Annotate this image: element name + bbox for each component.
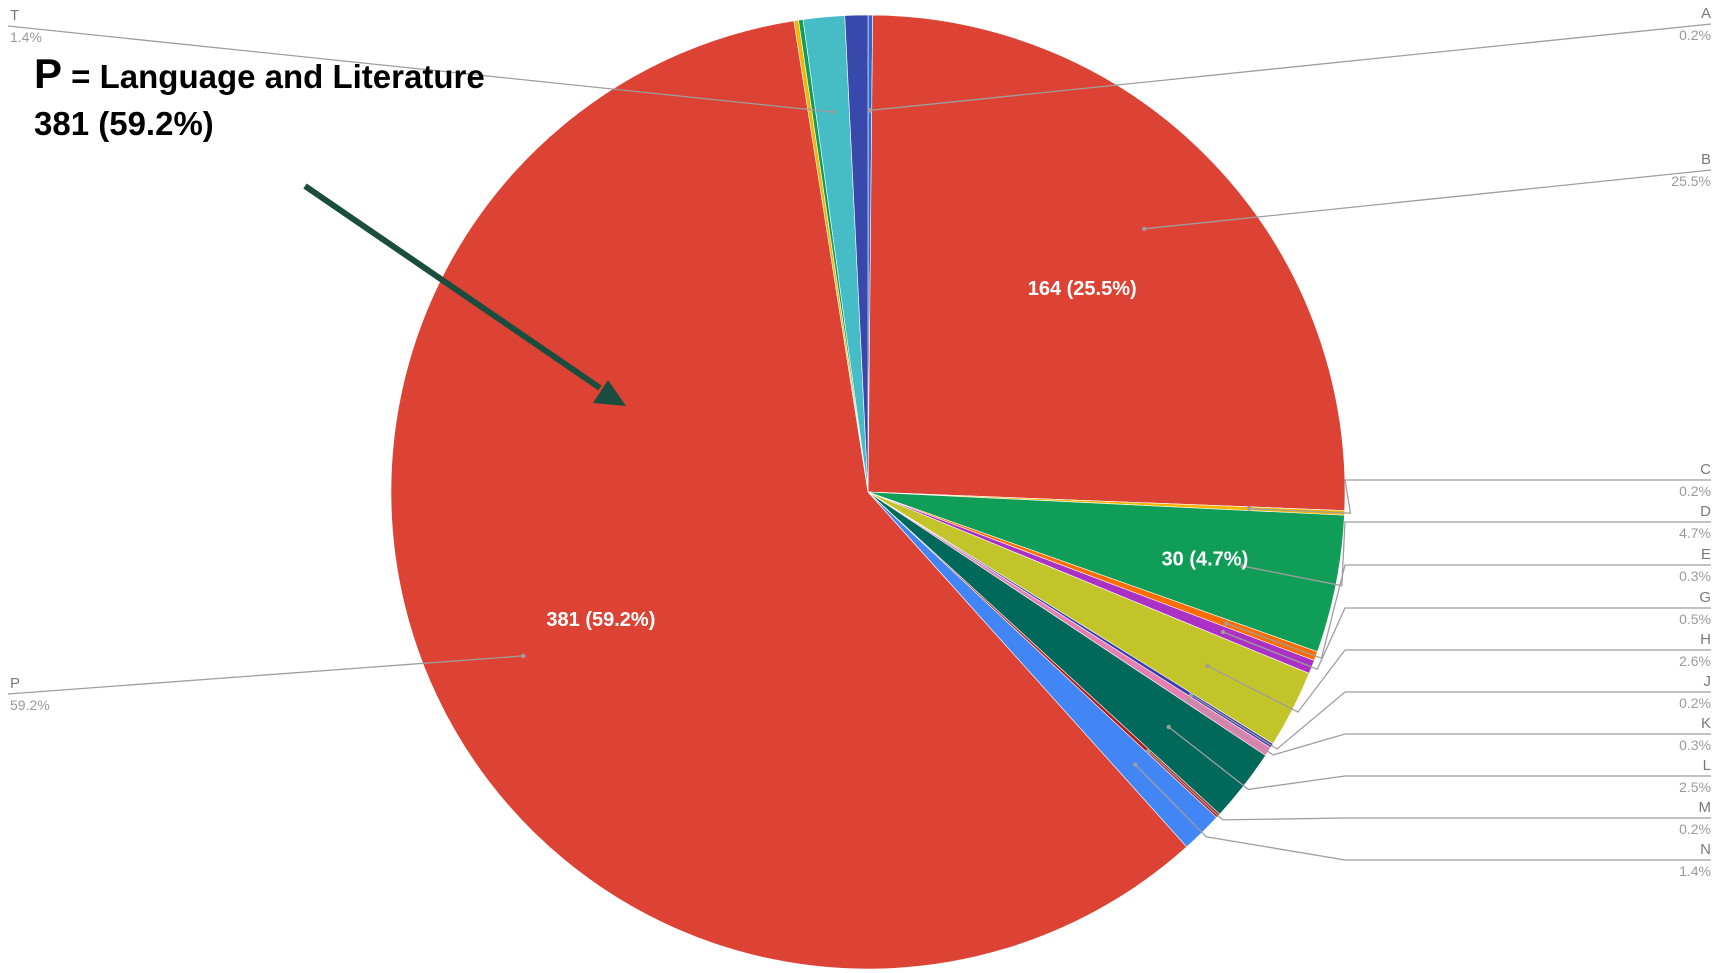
legend-label-A: A [1701,5,1711,22]
leader-lines: A 0.2% B 25.5% C 0.2% D 4.7% E 0.3% G 0.5% H 2.6% J 0.2… [7,5,1712,879]
annotation-box: P = Language and Literature 381 (59.2%) [34,48,485,144]
pie-slices [390,14,1346,970]
pie-slice-B [867,14,1346,511]
legend-percent-L: 2.5% [1679,779,1711,795]
leader-dot-L [1166,724,1171,730]
legend-label-C: C [1700,461,1711,478]
legend-percent-B: 25.5% [1671,173,1711,189]
leader-line-A [869,23,1712,112]
leader-dot-K [1185,697,1191,702]
leader-dot-G [1220,629,1226,635]
leader-dot-N [1133,762,1138,767]
leader-line-J [1190,691,1711,750]
legend-percent-D: 4.7% [1679,525,1711,541]
legend-percent-K: 0.3% [1679,737,1711,753]
leader-line-C [1249,479,1711,514]
legend-percent-C: 0.2% [1679,483,1711,499]
legend-percent-G: 0.5% [1679,611,1711,627]
legend-label-K: K [1701,715,1711,732]
data-label-B: 164 (25.5%) [1028,278,1137,300]
data-label-D: 30 (4.7%) [1162,549,1249,571]
legend-label-N: N [1700,841,1711,858]
leader-line-B [1144,169,1712,230]
annotation-value: 381 (59.2%) [34,104,214,142]
legend-percent-A: 0.2% [1679,27,1711,43]
legend-label-E: E [1701,546,1711,563]
leader-dot-C [1247,506,1252,511]
leader-dot-A [867,108,873,113]
data-labels: 164 (25.5%) 30 (4.7%) 381 (59.2%) [546,278,1248,631]
leader-line-E [1226,564,1711,660]
legend-percent-P: 59.2% [10,697,50,713]
legend-label-P: P [10,675,20,692]
legend-percent-T: 1.4% [10,29,42,45]
legend-percent-H: 2.6% [1679,653,1711,669]
legend-label-B: B [1701,151,1711,168]
pie-slice-P [390,20,1188,970]
legend-label-H: H [1700,631,1711,648]
leader-line-T [7,25,833,113]
leader-dot-B [1142,226,1147,231]
leader-line-N [1134,764,1711,861]
legend-percent-J: 0.2% [1679,695,1711,711]
leader-dot-J [1188,692,1194,698]
annotation-arrow [303,183,626,406]
legend-percent-N: 1.4% [1679,863,1711,879]
leader-line-M [1147,750,1711,821]
legend-label-L: L [1703,757,1711,774]
pie-slice-U [844,14,869,493]
legend-label-J: J [1704,673,1712,690]
arrow-shaft [303,183,602,391]
leader-line-K [1187,699,1711,756]
legend-percent-M: 0.2% [1679,821,1711,837]
legend-label-G: G [1699,589,1711,606]
leader-dot-T [830,109,835,115]
legend-percent-E: 0.3% [1679,568,1711,584]
leader-dot-P [521,653,526,659]
leader-dot-D [1240,563,1245,569]
leader-line-D [1242,521,1711,587]
leader-dot-M [1146,748,1151,754]
legend-label-T: T [10,7,19,24]
leader-line-G [1222,607,1711,671]
leader-line-L [1168,726,1711,791]
leader-dot-E [1224,621,1229,626]
annotation-letter: P [34,50,63,97]
arrow-head [593,380,626,406]
annotation-text: = Language and Literature [62,58,485,95]
legend-label-M: M [1699,799,1712,816]
legend-label-D: D [1700,503,1711,520]
leader-line-P [7,655,524,695]
data-label-P: 381 (59.2%) [546,609,655,631]
leader-dot-H [1205,663,1210,669]
leader-line-H [1207,649,1711,713]
